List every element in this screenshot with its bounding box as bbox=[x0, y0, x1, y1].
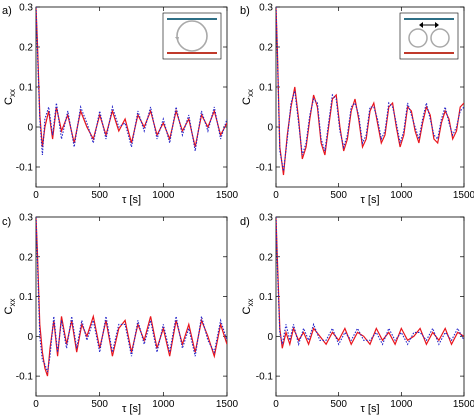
x-tick-label: 500 bbox=[91, 190, 108, 201]
y-axis-label: Cxx bbox=[241, 299, 255, 315]
panel-d: 0 500 1000 1500 -0.1 0 0.1 0.2 0.3 d) τ [s] Cxx bbox=[240, 213, 474, 415]
inset-roll-right bbox=[430, 28, 450, 48]
x-tick-label: 1500 bbox=[453, 190, 474, 201]
panel-label: a) bbox=[2, 5, 12, 17]
panel-a: 0 500 1000 1500 -0.1 0 0.1 0.2 0.3 a) τ [s] Cxx bbox=[2, 3, 239, 207]
x-tick-label: 1000 bbox=[390, 190, 413, 201]
x-tick-label: 1500 bbox=[216, 399, 239, 410]
inset-arrow-heads bbox=[419, 22, 439, 28]
red-series-line bbox=[36, 7, 227, 148]
x-tick-label: 1000 bbox=[390, 399, 413, 410]
y-tick-label: 0 bbox=[267, 332, 273, 343]
y-tick-label: 0.3 bbox=[19, 3, 33, 14]
y-tick-label: 0 bbox=[27, 123, 33, 134]
axes-box bbox=[35, 6, 228, 188]
panel-c: 0 500 1000 1500 -0.1 0 0.1 0.2 0.3 c) τ [s] Cxx bbox=[2, 213, 239, 415]
x-tick-label: 500 bbox=[330, 399, 347, 410]
blue-series-line bbox=[36, 217, 227, 373]
data-series-group bbox=[36, 7, 227, 156]
x-axis-label: τ [s] bbox=[122, 403, 141, 415]
x-tick-label: 1500 bbox=[216, 190, 239, 201]
axes-box bbox=[35, 216, 228, 397]
x-tick-label: 0 bbox=[33, 190, 39, 201]
blue-series-line bbox=[36, 7, 227, 156]
y-tick-label: 0 bbox=[27, 332, 33, 343]
inset-roll bbox=[176, 20, 208, 52]
panel-label: d) bbox=[240, 216, 250, 228]
panel-label: c) bbox=[2, 216, 11, 228]
red-series-line bbox=[36, 217, 227, 377]
inset-roll-arrow bbox=[175, 37, 179, 41]
y-axis-label: Cxx bbox=[3, 299, 17, 315]
y-axis-label: Cxx bbox=[241, 89, 255, 105]
data-series-group bbox=[276, 7, 464, 176]
x-axis-label: τ [s] bbox=[360, 403, 379, 415]
y-tick-label: -0.1 bbox=[16, 372, 34, 383]
inset-roll-left bbox=[408, 28, 428, 48]
panel-label: b) bbox=[240, 5, 250, 17]
x-tick-label: 1500 bbox=[453, 399, 474, 410]
y-tick-label: 0.2 bbox=[259, 43, 273, 54]
x-tick-label: 500 bbox=[91, 399, 108, 410]
panel-b: 0 500 1000 1500 -0.1 0 0.1 0.2 0.3 b) τ [s] Cxx bbox=[240, 3, 474, 207]
y-tick-label: 0.1 bbox=[259, 292, 273, 303]
y-tick-label: 0.3 bbox=[259, 3, 273, 14]
y-tick-label: 0.1 bbox=[19, 83, 33, 94]
data-series-group bbox=[276, 217, 464, 349]
y-tick-label: -0.1 bbox=[256, 163, 274, 174]
x-tick-label: 500 bbox=[330, 190, 347, 201]
red-series-line bbox=[276, 217, 464, 349]
axes-box bbox=[275, 6, 465, 188]
y-tick-label: 0.2 bbox=[19, 252, 33, 263]
x-tick-label: 0 bbox=[273, 399, 279, 410]
inset-diagram bbox=[399, 12, 459, 60]
y-axis-label: Cxx bbox=[3, 89, 17, 105]
x-axis-label: τ [s] bbox=[360, 194, 379, 206]
x-tick-label: 0 bbox=[33, 399, 39, 410]
blue-series-line bbox=[276, 217, 464, 347]
y-tick-label: 0.2 bbox=[19, 43, 33, 54]
x-tick-label: 1000 bbox=[152, 399, 175, 410]
y-tick-label: 0.1 bbox=[19, 292, 33, 303]
data-series-group bbox=[36, 217, 227, 377]
y-tick-label: 0 bbox=[267, 123, 273, 134]
blue-series-line bbox=[276, 7, 464, 172]
y-tick-label: -0.1 bbox=[256, 372, 274, 383]
x-tick-label: 0 bbox=[273, 190, 279, 201]
x-tick-label: 1000 bbox=[152, 190, 175, 201]
inset-diagram bbox=[162, 12, 222, 60]
x-axis-label: τ [s] bbox=[122, 194, 141, 206]
y-tick-label: 0.2 bbox=[259, 252, 273, 263]
y-tick-label: -0.1 bbox=[16, 163, 34, 174]
y-tick-label: 0.1 bbox=[259, 83, 273, 94]
axes-box bbox=[275, 216, 465, 397]
y-tick-label: 0.3 bbox=[259, 213, 273, 224]
y-tick-label: 0.3 bbox=[19, 213, 33, 224]
